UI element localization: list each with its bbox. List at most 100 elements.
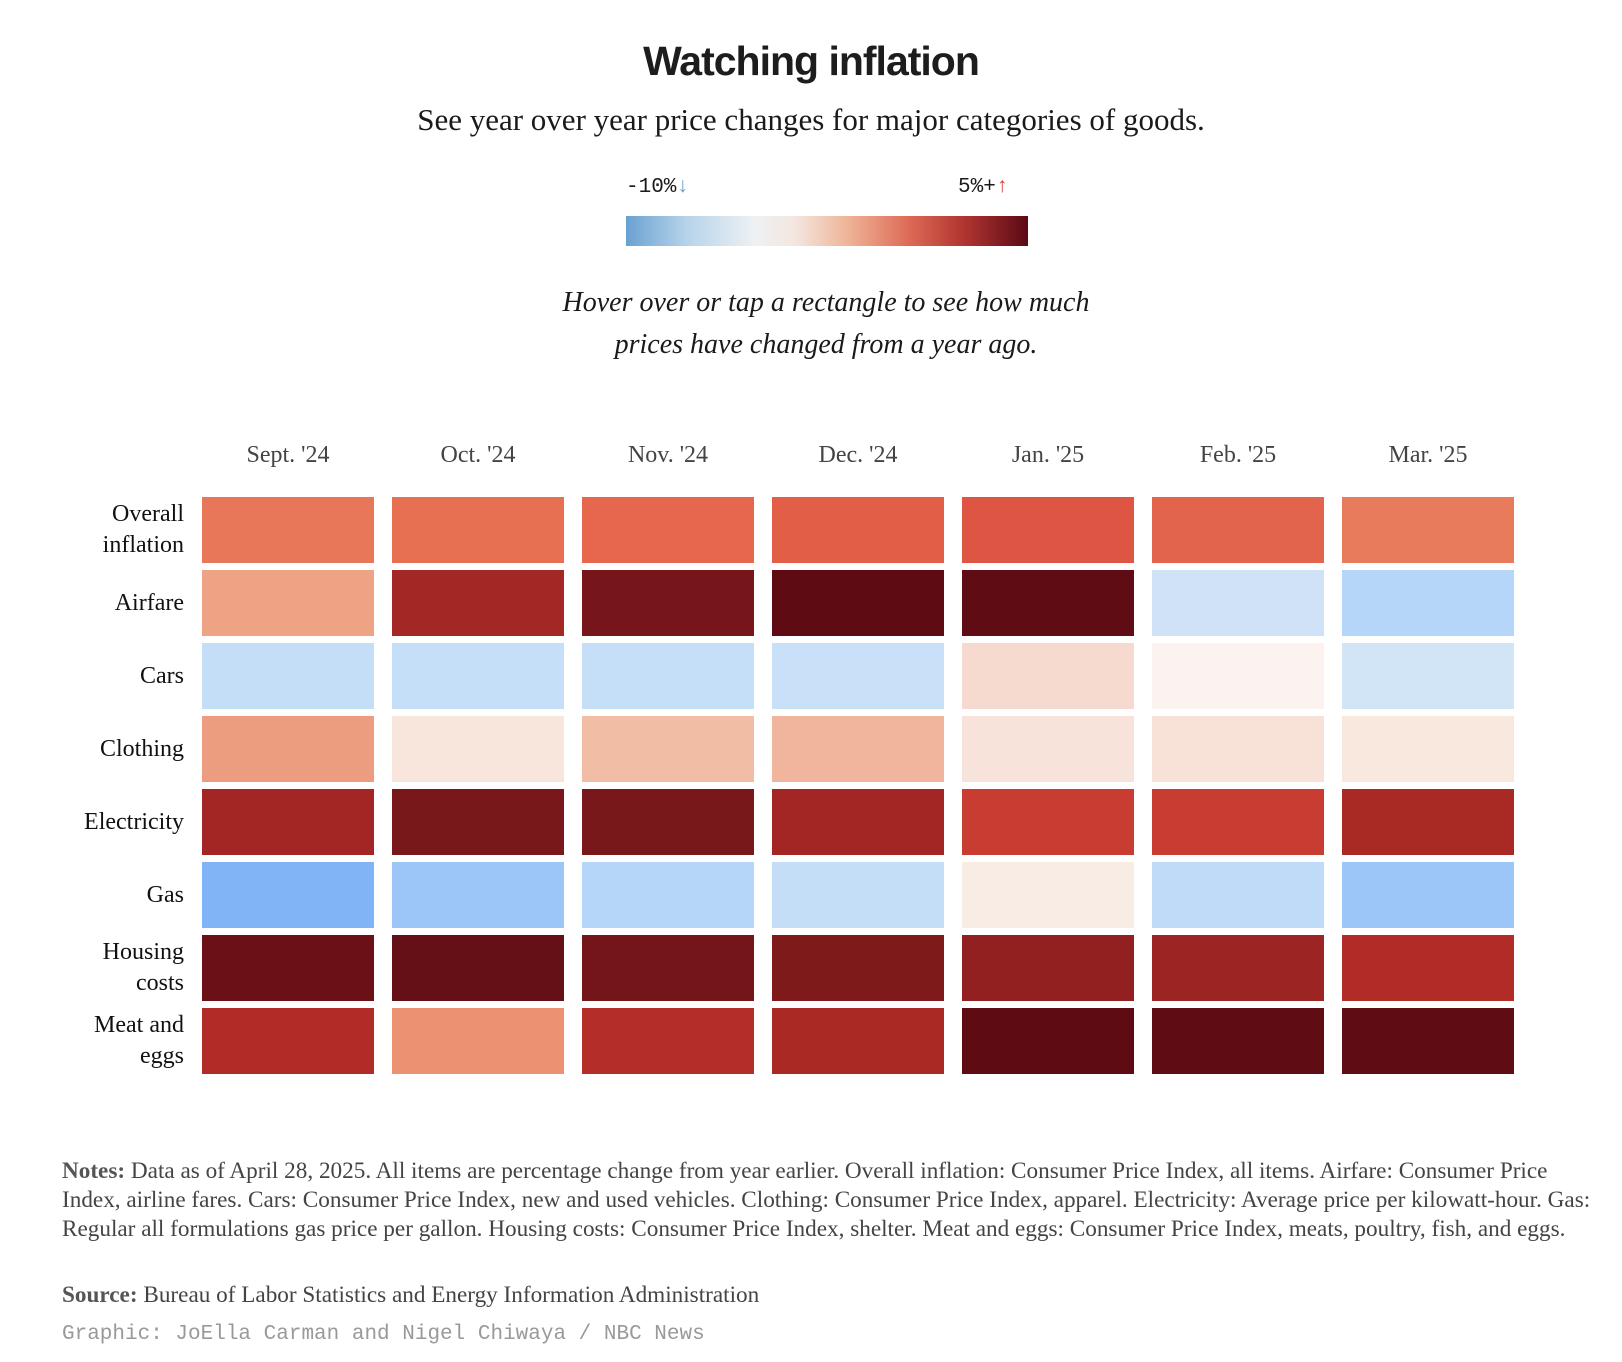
chart-subtitle: See year over year price changes for maj… xyxy=(417,102,1205,137)
heatmap-cell[interactable] xyxy=(1152,716,1324,782)
heatmap-cell[interactable] xyxy=(772,497,944,563)
row-label-line: Housing xyxy=(102,939,184,965)
row-label-line: inflation xyxy=(102,532,184,558)
row-label-line: Overall xyxy=(112,501,184,527)
heatmap-cell[interactable] xyxy=(772,716,944,782)
row-label: Electricity xyxy=(20,789,184,855)
heatmap-cell[interactable] xyxy=(582,716,754,782)
heatmap-cell[interactable] xyxy=(1342,862,1514,928)
row-label: Meat and eggs xyxy=(20,1008,184,1074)
heatmap-cell[interactable] xyxy=(962,1008,1134,1074)
row-label: Gas xyxy=(20,862,184,928)
heatmap-cell[interactable] xyxy=(202,570,374,636)
heatmap-cell[interactable] xyxy=(962,570,1134,636)
heatmap-cell[interactable] xyxy=(392,643,564,709)
row-label: Housing costs xyxy=(20,935,184,1001)
heatmap-cell[interactable] xyxy=(962,935,1134,1001)
column-label: Oct. '24 xyxy=(440,442,516,468)
heatmap-cell[interactable] xyxy=(1152,570,1324,636)
heatmap-cell[interactable] xyxy=(392,497,564,563)
graphic-credit: Graphic: JoElla Carman and Nigel Chiwaya… xyxy=(62,1323,705,1346)
arrow-down-icon: ↓ xyxy=(676,176,690,199)
instructions: Hover over or tap a rectangle to see how… xyxy=(0,282,1622,366)
heatmap-cell[interactable] xyxy=(1152,862,1324,928)
notes: Notes: Data as of April 28, 2025. All it… xyxy=(62,1157,1602,1244)
heatmap-cell[interactable] xyxy=(962,643,1134,709)
legend-high-value: 5%+ xyxy=(958,176,996,199)
heatmap-cell[interactable] xyxy=(962,862,1134,928)
row-label-line: Meat and xyxy=(94,1012,184,1038)
heatmap-cell[interactable] xyxy=(582,497,754,563)
row-label: Airfare xyxy=(20,570,184,636)
arrow-up-icon: ↑ xyxy=(995,176,1009,199)
heatmap-cell[interactable] xyxy=(1152,1008,1324,1074)
heatmap-cell[interactable] xyxy=(202,1008,374,1074)
legend-low-label: -10%↓ xyxy=(626,176,689,199)
heatmap-cell[interactable] xyxy=(202,497,374,563)
row-label-line: Clothing xyxy=(99,735,184,762)
heatmap-cell[interactable] xyxy=(582,1008,754,1074)
heatmap-cell[interactable] xyxy=(202,643,374,709)
heatmap-cell[interactable] xyxy=(202,862,374,928)
heatmap-cell[interactable] xyxy=(962,789,1134,855)
heatmap-cell[interactable] xyxy=(1342,716,1514,782)
heatmap-cell[interactable] xyxy=(1152,935,1324,1001)
column-label: Feb. '25 xyxy=(1199,442,1277,468)
notes-label: Notes: xyxy=(62,1158,126,1184)
heatmap-cell[interactable] xyxy=(202,716,374,782)
instructions-line-2: prices have changed from a year ago. xyxy=(614,329,1038,360)
row-label-line: eggs xyxy=(140,1043,184,1069)
heatmap-cell[interactable] xyxy=(772,789,944,855)
heatmap-cell[interactable] xyxy=(1342,1008,1514,1074)
heatmap-cell[interactable] xyxy=(202,789,374,855)
heatmap-cell[interactable] xyxy=(1342,643,1514,709)
notes-text: Data as of April 28, 2025. All items are… xyxy=(62,1158,1591,1242)
heatmap-cell[interactable] xyxy=(392,862,564,928)
heatmap-cell[interactable] xyxy=(1152,643,1324,709)
row-label-line: Airfare xyxy=(114,589,184,616)
heatmap-cell[interactable] xyxy=(392,789,564,855)
column-label: Dec. '24 xyxy=(818,442,898,468)
heatmap-cell[interactable] xyxy=(1152,497,1324,563)
heatmap-cell[interactable] xyxy=(1342,570,1514,636)
legend-high-label: 5%+↑ xyxy=(958,176,1008,199)
legend-low-value: -10% xyxy=(626,176,677,199)
row-label: Overall inflation xyxy=(20,497,184,563)
heatmap-cell[interactable] xyxy=(1342,497,1514,563)
heatmap-cell[interactable] xyxy=(392,716,564,782)
color-scale-legend xyxy=(626,216,1028,246)
heatmap-cell[interactable] xyxy=(392,935,564,1001)
row-label-line: costs xyxy=(136,970,184,996)
heatmap-cell[interactable] xyxy=(392,570,564,636)
heatmap-cell[interactable] xyxy=(772,1008,944,1074)
column-label: Sept. '24 xyxy=(246,442,330,468)
heatmap-cell[interactable] xyxy=(1342,935,1514,1001)
source-text: Bureau of Labor Statistics and Energy In… xyxy=(137,1282,760,1308)
heatmap-cell[interactable] xyxy=(772,570,944,636)
heatmap-cell[interactable] xyxy=(962,716,1134,782)
heatmap-cell[interactable] xyxy=(582,570,754,636)
heatmap-cell[interactable] xyxy=(582,643,754,709)
row-label-line: Gas xyxy=(146,881,184,908)
chart-title: Watching inflation xyxy=(643,38,980,84)
heatmap-cell[interactable] xyxy=(202,935,374,1001)
heatmap-cell[interactable] xyxy=(582,789,754,855)
source-label: Source: xyxy=(62,1282,138,1308)
row-label-line: Cars xyxy=(140,662,184,689)
heatmap-cell[interactable] xyxy=(772,935,944,1001)
column-label: Mar. '25 xyxy=(1388,442,1468,468)
heatmap-cell[interactable] xyxy=(392,1008,564,1074)
heatmap-cell[interactable] xyxy=(772,643,944,709)
heatmap-cell[interactable] xyxy=(1342,789,1514,855)
row-label: Clothing xyxy=(20,716,184,782)
column-label: Nov. '24 xyxy=(627,442,709,468)
column-label: Jan. '25 xyxy=(1011,442,1085,468)
row-label: Cars xyxy=(20,643,184,709)
instructions-line-1: Hover over or tap a rectangle to see how… xyxy=(562,287,1090,318)
heatmap-cell[interactable] xyxy=(582,935,754,1001)
heatmap-cell[interactable] xyxy=(962,497,1134,563)
heatmap-cell[interactable] xyxy=(582,862,754,928)
heatmap-cell[interactable] xyxy=(1152,789,1324,855)
heatmap-cell[interactable] xyxy=(772,862,944,928)
row-label-line: Electricity xyxy=(84,808,184,835)
